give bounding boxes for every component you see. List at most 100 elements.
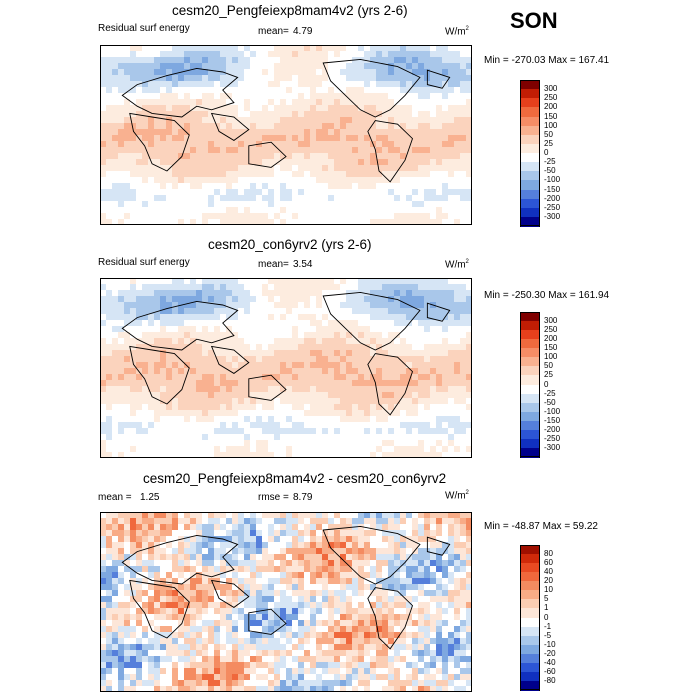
map-cell bbox=[448, 99, 455, 106]
map-cell bbox=[262, 308, 269, 315]
map-cell bbox=[202, 326, 209, 333]
map-cell bbox=[274, 123, 281, 130]
map-cell bbox=[346, 296, 353, 303]
map-cell bbox=[328, 380, 335, 387]
map-cell bbox=[466, 578, 472, 585]
map-cell bbox=[214, 201, 221, 208]
map-cell bbox=[136, 512, 143, 519]
map-cell bbox=[256, 614, 263, 621]
map-cell bbox=[202, 296, 209, 303]
map-cell bbox=[214, 147, 221, 154]
map-cell bbox=[136, 590, 143, 597]
map-cell bbox=[268, 434, 275, 441]
map-cell bbox=[136, 177, 143, 184]
map-cell bbox=[160, 542, 167, 549]
map-cell bbox=[454, 404, 461, 411]
map-cell bbox=[400, 398, 407, 405]
map-cell bbox=[244, 590, 251, 597]
map-cell bbox=[340, 554, 347, 561]
map-cell bbox=[406, 99, 413, 106]
map-cell bbox=[292, 320, 299, 327]
map-cell bbox=[316, 392, 323, 399]
map-cell bbox=[406, 590, 413, 597]
map-cell bbox=[178, 422, 185, 429]
map-cell bbox=[352, 296, 359, 303]
map-cell bbox=[238, 93, 245, 100]
map-cell bbox=[130, 620, 137, 627]
map-cell bbox=[112, 554, 119, 561]
map-cell bbox=[418, 362, 425, 369]
map-cell bbox=[196, 177, 203, 184]
map-cell bbox=[394, 350, 401, 357]
map-cell bbox=[304, 153, 311, 160]
map-cell bbox=[358, 308, 365, 315]
map-cell bbox=[250, 45, 257, 52]
map-cell bbox=[376, 338, 383, 345]
map-cell bbox=[340, 548, 347, 555]
map-cell bbox=[394, 398, 401, 405]
map-cell bbox=[340, 141, 347, 148]
map-cell bbox=[358, 111, 365, 118]
map-cell bbox=[268, 123, 275, 130]
map-cell bbox=[286, 362, 293, 369]
map-cell bbox=[454, 434, 461, 441]
map-cell bbox=[256, 105, 263, 112]
map-cell bbox=[196, 93, 203, 100]
map-cell bbox=[238, 171, 245, 178]
map-cell bbox=[136, 195, 143, 202]
map-cell bbox=[436, 183, 443, 190]
map-cell bbox=[346, 512, 353, 519]
map-cell bbox=[328, 422, 335, 429]
map-cell bbox=[454, 602, 461, 609]
map-cell bbox=[430, 620, 437, 627]
map-cell bbox=[208, 117, 215, 124]
map-cell bbox=[256, 620, 263, 627]
map-cell bbox=[160, 153, 167, 160]
map-cell bbox=[268, 320, 275, 327]
map-cell bbox=[340, 153, 347, 160]
map-cell bbox=[304, 404, 311, 411]
map-cell bbox=[412, 356, 419, 363]
map-cell bbox=[262, 219, 269, 225]
map-cell bbox=[178, 596, 185, 603]
map-cell bbox=[454, 147, 461, 154]
map-cell bbox=[316, 380, 323, 387]
map-cell bbox=[148, 135, 155, 142]
map-cell bbox=[244, 416, 251, 423]
map-cell bbox=[250, 392, 257, 399]
map-cell bbox=[202, 195, 209, 202]
map-cell bbox=[340, 147, 347, 154]
map-cell bbox=[286, 422, 293, 429]
map-cell bbox=[418, 608, 425, 615]
map-cell bbox=[418, 518, 425, 525]
map-cell bbox=[322, 153, 329, 160]
map-cell bbox=[460, 51, 467, 58]
map-cell bbox=[358, 332, 365, 339]
map-cell bbox=[460, 530, 467, 537]
map-cell bbox=[304, 368, 311, 375]
map-cell bbox=[268, 380, 275, 387]
map-cell bbox=[142, 350, 149, 357]
map-cell bbox=[262, 290, 269, 297]
map-cell bbox=[262, 302, 269, 309]
map-cell bbox=[406, 338, 413, 345]
map-cell bbox=[268, 542, 275, 549]
map-cell bbox=[316, 536, 323, 543]
map-cell bbox=[298, 356, 305, 363]
map-cell bbox=[364, 614, 371, 621]
map-cell bbox=[160, 171, 167, 178]
map-cell bbox=[358, 548, 365, 555]
map-cell bbox=[328, 189, 335, 196]
map-cell bbox=[436, 302, 443, 309]
map-cell bbox=[238, 105, 245, 112]
map-cell bbox=[124, 524, 131, 531]
coastline bbox=[210, 345, 250, 374]
map-cell bbox=[232, 554, 239, 561]
map-cell bbox=[382, 590, 389, 597]
map-cell bbox=[136, 608, 143, 615]
map-cell bbox=[430, 165, 437, 172]
map-cell bbox=[136, 320, 143, 327]
map-cell bbox=[178, 614, 185, 621]
map-cell bbox=[292, 542, 299, 549]
map-cell bbox=[214, 374, 221, 381]
